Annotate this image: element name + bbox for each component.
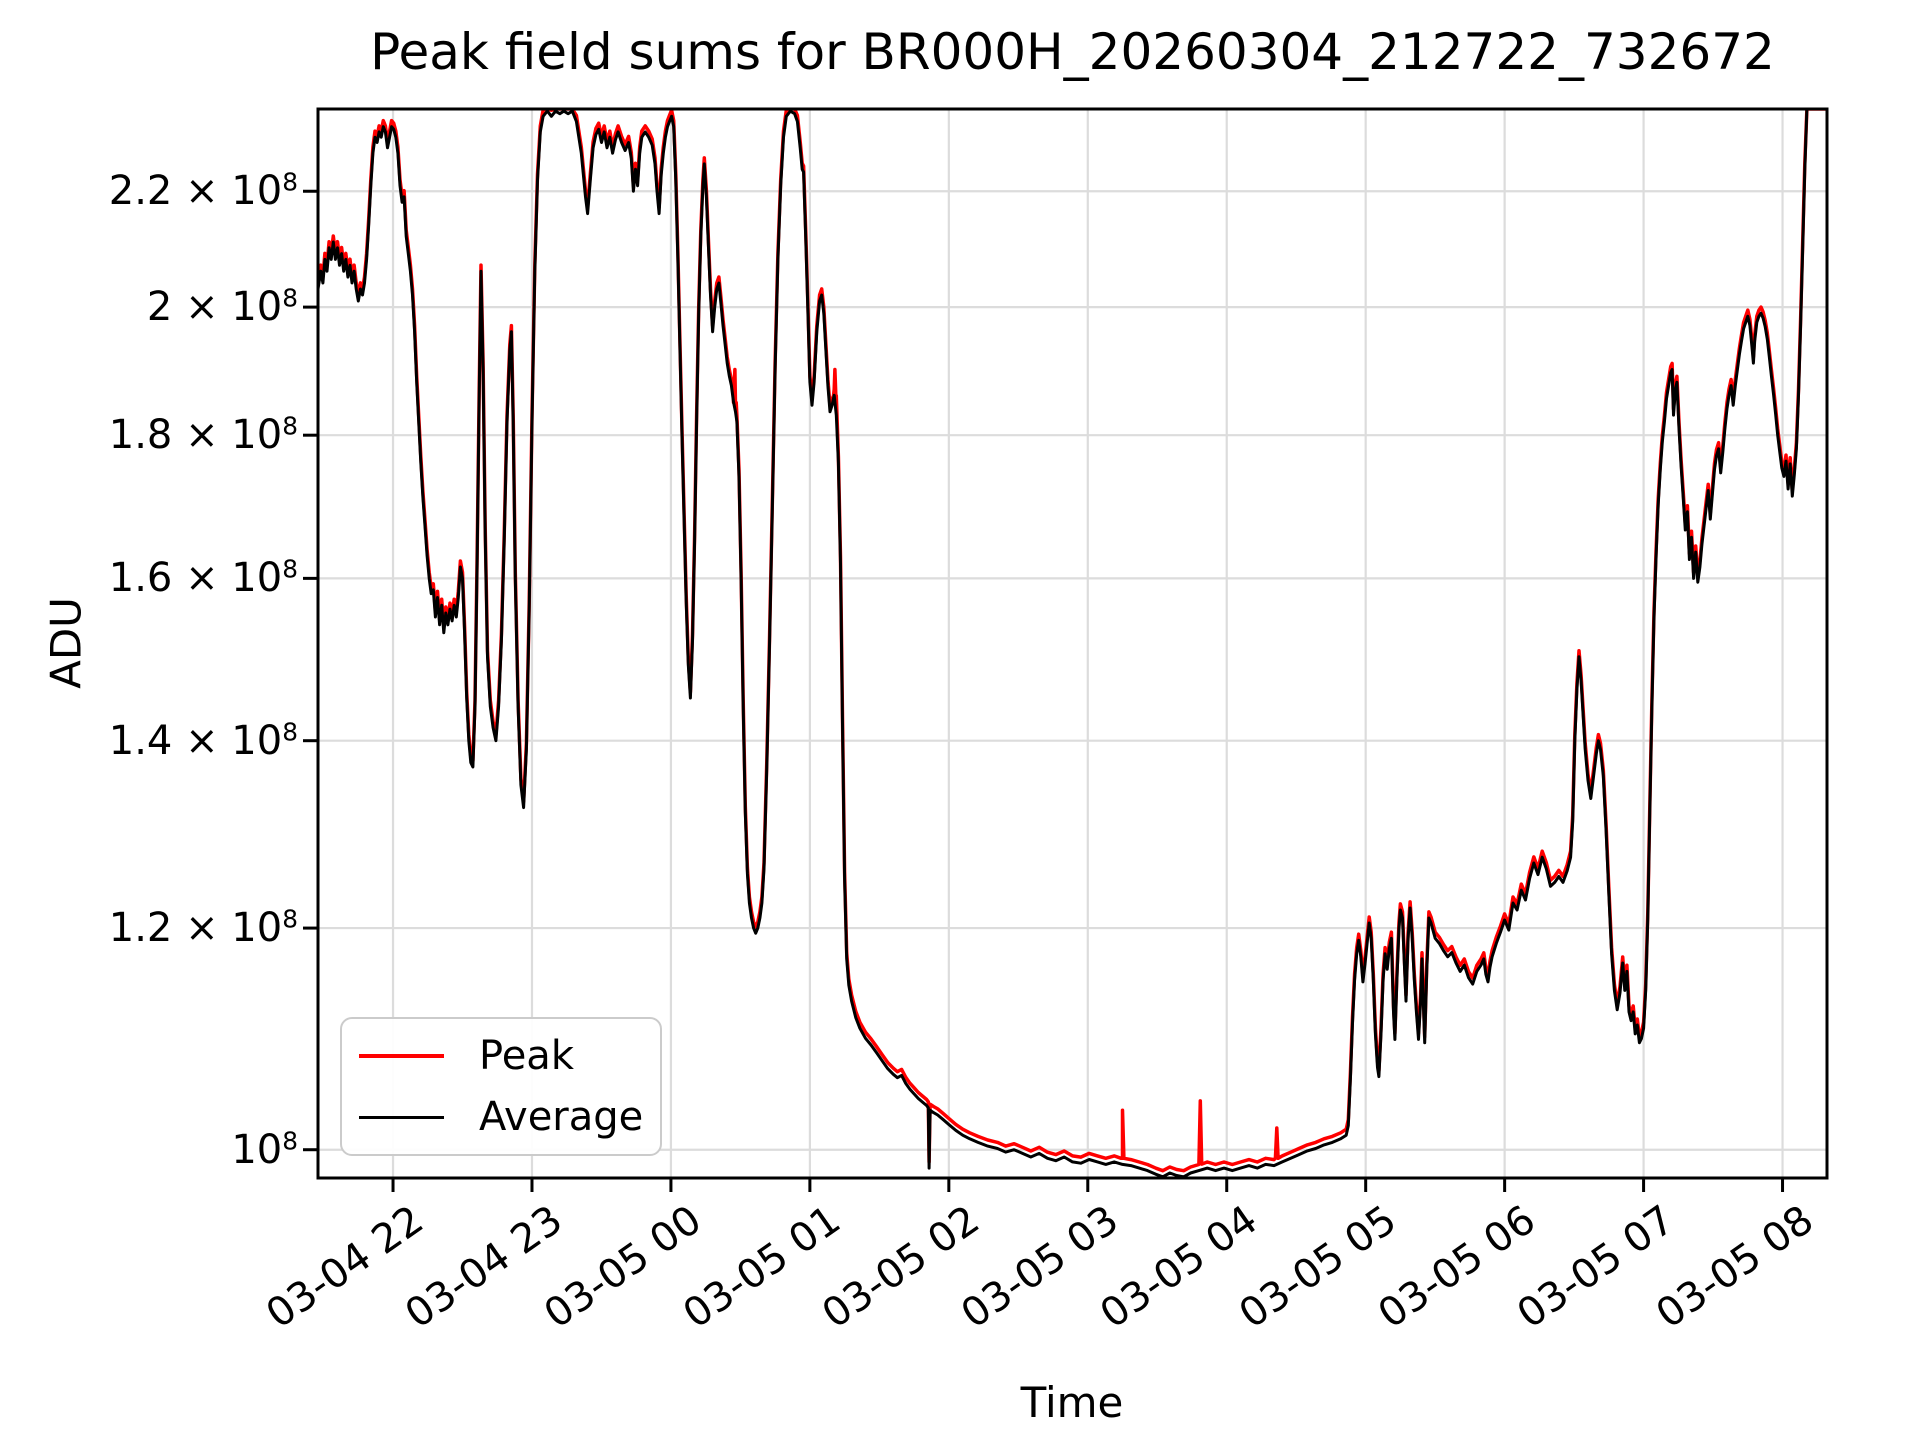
peak-series-line xyxy=(318,109,1827,1173)
peak-line-sample xyxy=(359,1053,444,1058)
y-axis-label: ADU xyxy=(41,597,91,689)
y-tick-label: 2 × 108 xyxy=(146,283,298,331)
chart-title: Peak field sums for BR000H_20260304_2127… xyxy=(370,23,1775,81)
y-tick-label: 1.4 × 108 xyxy=(108,717,298,764)
legend-row-peak: Peak xyxy=(359,1034,660,1078)
y-tick-label: 1.8 × 108 xyxy=(108,411,298,459)
data-series xyxy=(318,109,1827,1178)
legend: Peak Average xyxy=(340,1017,662,1156)
y-tick-label: 108 xyxy=(231,1126,298,1173)
plot-border xyxy=(316,107,1829,1180)
axis-ticks xyxy=(303,189,1785,1192)
y-tick-label: 2.2 × 108 xyxy=(108,167,298,215)
legend-label-average: Average xyxy=(479,1094,644,1141)
x-axis-label: Time xyxy=(1020,1378,1124,1427)
legend-label-peak: Peak xyxy=(479,1032,574,1079)
y-tick-label: 1.2 × 108 xyxy=(108,904,298,952)
legend-row-average: Average xyxy=(359,1095,660,1139)
y-tick-label: 1.6 × 108 xyxy=(108,554,298,602)
average-series-line xyxy=(318,109,1827,1178)
average-line-sample xyxy=(359,1115,444,1119)
gridlines xyxy=(318,109,1827,1178)
